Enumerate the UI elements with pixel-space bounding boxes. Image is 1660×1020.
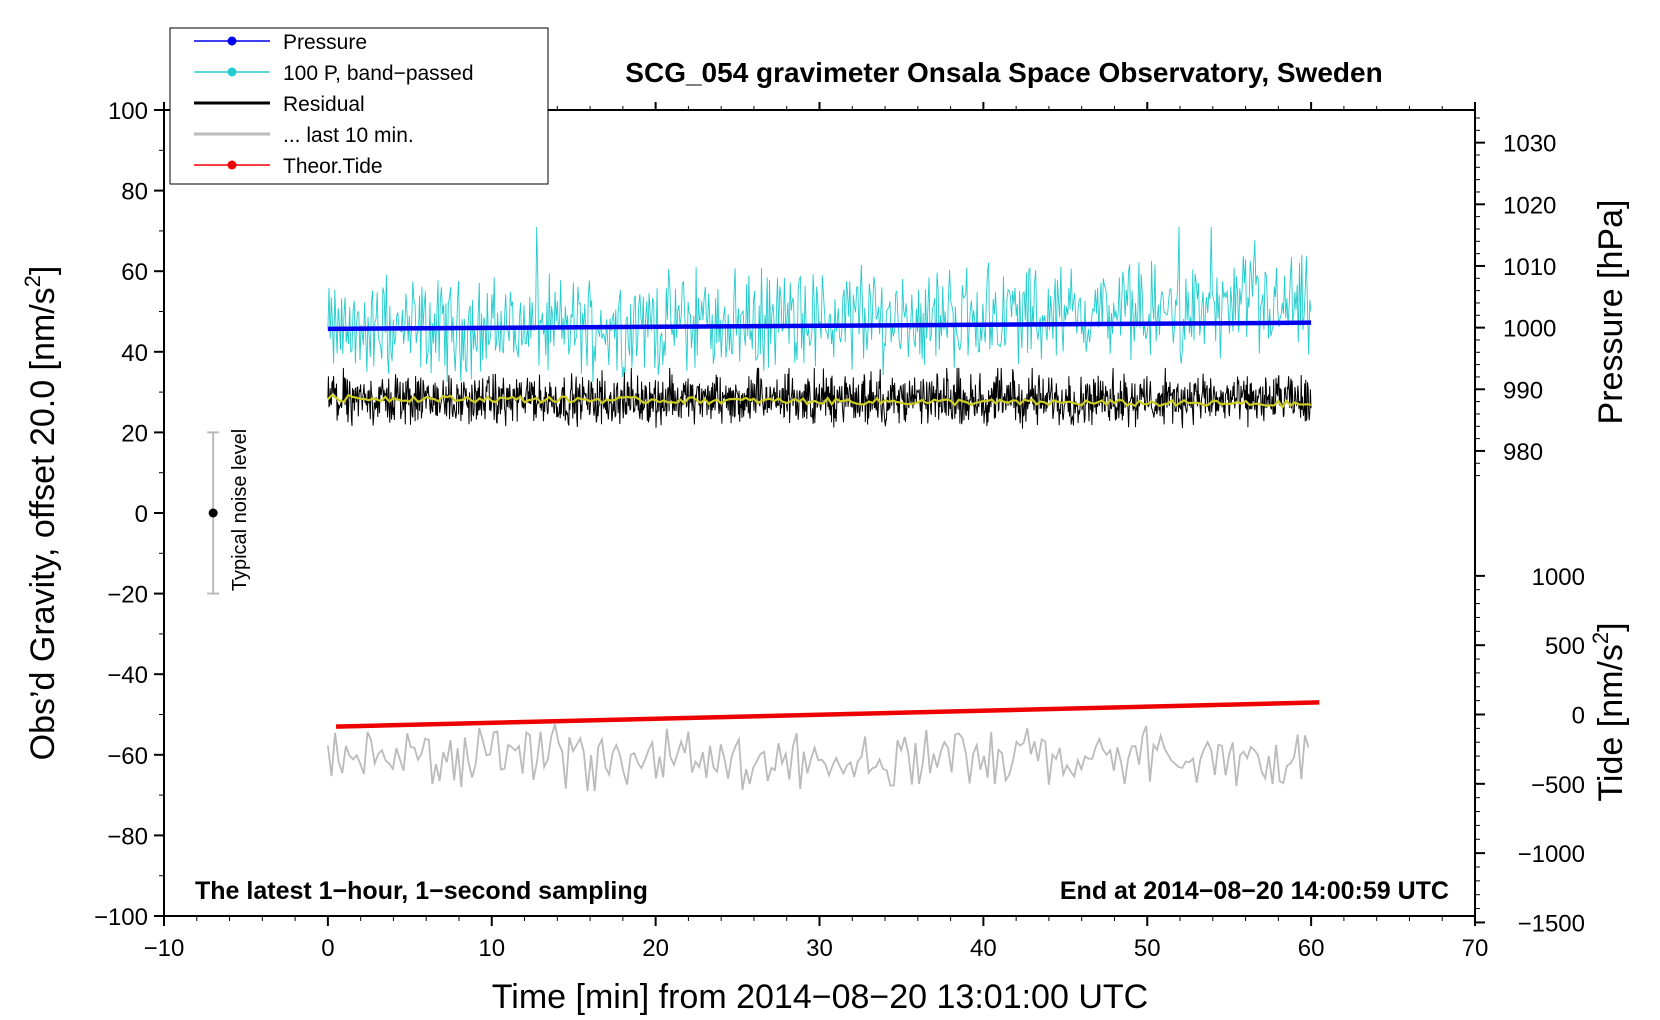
tide-tick-label-4: 500 (1545, 633, 1585, 660)
y-tick-label-5: 0 (135, 501, 148, 528)
pressure-tick-label-4: 1020 (1503, 192, 1556, 219)
legend-marker-1 (227, 67, 237, 77)
annotation-left: The latest 1−hour, 1−second sampling (195, 877, 648, 905)
x-tick-label-0: −10 (144, 935, 185, 962)
pressure-axis-title: Pressure [hPa] (1592, 200, 1630, 425)
y-tick-label-8: 60 (121, 259, 148, 286)
tide-tick-label-0: −1500 (1518, 910, 1585, 937)
legend-label-0: Pressure (283, 31, 367, 54)
x-tick-label-7: 60 (1298, 935, 1325, 962)
noise-bar-center (208, 508, 218, 518)
pressure-tick-label-1: 990 (1503, 377, 1543, 404)
x-tick-label-1: 0 (321, 935, 334, 962)
pressure-tick-label-5: 1030 (1503, 131, 1556, 158)
y-tick-label-9: 80 (121, 179, 148, 206)
legend-marker-0 (227, 36, 237, 46)
tide-tick-label-3: 0 (1572, 703, 1585, 730)
y-axis-title-sup: 2 (20, 275, 45, 287)
series-residual-line (327, 367, 1312, 429)
series-pressure-line (327, 320, 1312, 332)
x-axis-title: Time [min] from 2014−08−20 13:01:00 UTC (492, 978, 1148, 1016)
legend-label-2: Residual (283, 93, 365, 116)
tide-axis-title-sup: 2 (1588, 632, 1613, 644)
tide-axis-title-close: ] (1592, 622, 1630, 631)
y-tick-label-3: −40 (107, 662, 148, 689)
x-tick-label-6: 50 (1134, 935, 1161, 962)
legend-box (169, 27, 549, 185)
tide-tick-label-2: −500 (1531, 772, 1585, 799)
pressure-tick-label-2: 1000 (1503, 316, 1556, 343)
tide-tick-label-1: −1000 (1518, 841, 1585, 868)
series-last10min-line (327, 724, 1310, 792)
y-tick-label-7: 40 (121, 340, 148, 367)
series-residual-smoothed-line (327, 393, 1312, 410)
ticks-layer: −10 0 10 20 30 40 50 60 70−100−80−60−40−20020406… (94, 98, 1585, 962)
legend-label-3: ... last 10 min. (283, 124, 414, 147)
noise-bar (207, 431, 220, 595)
chart-title: SCG_054 gravimeter Onsala Space Observat… (625, 57, 1382, 88)
y-tick-label-1: −80 (107, 823, 148, 850)
y-tick-label-2: −60 (107, 743, 148, 770)
y-axis-title-unit: [nm/s (24, 287, 62, 370)
y-tick-label-10: 100 (108, 98, 148, 125)
x-tick-label-3: 20 (642, 935, 669, 962)
x-tick-label-2: 10 (478, 935, 505, 962)
tide-axis-title-main: Tide [nm/s (1592, 644, 1630, 801)
x-tick-label-5: 40 (970, 935, 997, 962)
pressure-tick-label-0: 980 (1503, 439, 1543, 466)
series-bandpassed-line (327, 226, 1312, 383)
y-tick-label-6: 20 (121, 420, 148, 447)
series-layer (327, 226, 1320, 792)
x-tick-label-4: 30 (806, 935, 833, 962)
tide-axis-title: Tide [nm/s2] (1588, 622, 1630, 801)
y-axis-title-close: ] (24, 266, 62, 275)
y-tick-label-4: −20 (107, 582, 148, 609)
annotation-right: End at 2014−08−20 14:00:59 UTC (1060, 877, 1449, 905)
legend-label-4: Theor.Tide (283, 155, 383, 178)
pressure-tick-label-3: 1010 (1503, 254, 1556, 281)
y-axis-title-main: Obs’d Gravity, offset 20.0 (24, 380, 62, 760)
noise-label: Typical noise level (229, 429, 251, 591)
y-tick-label-0: −100 (94, 904, 148, 931)
x-tick-label-8: 70 (1462, 935, 1489, 962)
y-axis-title: Obs’d Gravity, offset 20.0 [nm/s2] (20, 266, 62, 761)
plot-frame (163, 109, 1476, 917)
legend: Pressure 100 P, band−passed Residual ... la… (169, 27, 549, 185)
legend-marker-4 (227, 160, 237, 170)
legend-label-1: 100 P, band−passed (283, 62, 474, 85)
series-tide-line (336, 700, 1320, 729)
tide-tick-label-5: 1000 (1532, 564, 1585, 591)
